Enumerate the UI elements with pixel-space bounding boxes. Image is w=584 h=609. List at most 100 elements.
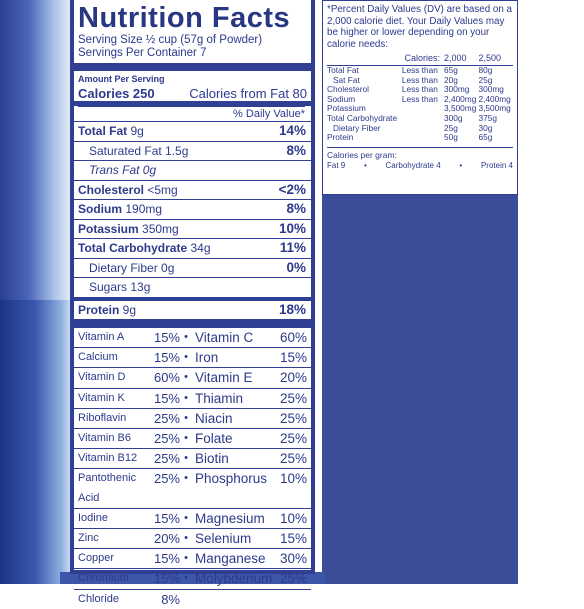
dv-table-body: Total Fat Less than 65g 80g Sat Fat Less than… <box>327 64 513 143</box>
vitamin-name: Iodine <box>78 511 108 524</box>
dv-nutrient: Cholesterol <box>327 84 369 95</box>
dv-2500-value: 25g <box>478 74 493 85</box>
calories-label: Calories 250 <box>78 86 155 101</box>
vitamin-row: Zinc 20% • Selenium 15% <box>74 528 311 548</box>
calories-per-gram-item: Protein 4 <box>480 160 513 170</box>
dv-2000-value: 25g <box>444 122 458 133</box>
dv-qualifier <box>402 133 444 143</box>
dv-qualifier: Less than <box>401 84 438 95</box>
dv-qualifier: Less than <box>401 64 445 76</box>
vitamin-separator: • <box>184 331 188 343</box>
dv-2500-value: 3,500mg <box>478 103 511 114</box>
nutrient-name: Protein 9g <box>78 302 137 317</box>
vitamin-row: Calcium 15% • Iron 15% <box>74 347 311 367</box>
dv-cal-label: Calories: <box>401 52 445 66</box>
vitamin-list: Vitamin A 15% • Vitamin C 60% Calcium 15% • Iron… <box>74 327 311 609</box>
servings-per-container: Servings Per Container 7 <box>78 47 207 59</box>
dv-2000-value: 3,500mg <box>444 103 477 114</box>
dv-2000-value: 300g <box>444 112 463 123</box>
dv-2500-value: 375g <box>478 112 497 123</box>
mineral-name: Thiamin <box>195 390 244 406</box>
serving-size: Serving Size ½ cup (57g of Powder) <box>78 34 263 46</box>
nutrient-name: Dietary Fiber 0g <box>89 260 175 275</box>
dv-nutrient: Protein <box>327 132 354 143</box>
dv-2000-value: 50g <box>444 132 458 143</box>
dv-2500-value: 300mg <box>478 84 504 95</box>
calories-per-gram: Calories per gram: <box>327 146 513 160</box>
dv-qualifier: Less than <box>401 74 438 85</box>
mineral-percent: 60% <box>279 330 307 345</box>
vitamin-row: Vitamin A 15% • Vitamin C 60% <box>74 327 311 347</box>
vitamin-percent: 15% <box>153 571 180 587</box>
vitamin-separator: • <box>184 432 188 445</box>
nutrient-row: Total Carbohydrate 34g 11% <box>74 238 311 258</box>
nutrient-list: Total Fat 9g 14% Saturated Fat 1.5g 8% Trans… <box>74 121 311 319</box>
vitamin-name: Zinc <box>78 532 99 545</box>
nutrient-name: Potassium 350mg <box>78 221 179 236</box>
vitamin-separator <box>180 590 192 609</box>
nutrient-percent: <2% <box>278 181 306 197</box>
nutrient-name: Total Fat 9g <box>78 124 144 138</box>
dv-2500-value: 80g <box>478 64 513 76</box>
mineral-name: Magnesium <box>195 510 265 526</box>
nutrient-name: Trans Fat 0g <box>89 163 157 177</box>
vitamin-row: Vitamin D 60% • Vitamin E 20% <box>74 367 311 387</box>
nutrient-row: Sodium 190mg 8% <box>74 199 311 219</box>
dv-nutrient: Dietary Fiber <box>333 122 381 133</box>
mineral-name: Niacin <box>195 410 233 426</box>
mineral-percent: 10% <box>279 471 307 487</box>
dv-nutrient: Total Fat <box>327 64 402 76</box>
mineral-name: Iron <box>195 350 219 366</box>
divider-thick-vitamins <box>74 319 311 327</box>
vitamin-row: Pantothenic Acid 25% • Phosphorus 10% <box>74 468 311 507</box>
amount-per-serving: Amount Per Serving <box>78 74 165 84</box>
nutrition-facts-title: Nutrition Facts <box>78 2 291 34</box>
vitamin-name: Vitamin A <box>78 331 125 343</box>
mineral-percent: 25% <box>279 431 307 447</box>
nutrient-percent: 14% <box>278 123 306 138</box>
mineral-name: Selenium <box>195 531 252 547</box>
dv-table-row: Sodium Less than 2,400mg 2,400mg <box>327 93 513 105</box>
dv-header-wrap: % Daily Value* <box>74 106 311 121</box>
nutrient-row: Total Fat 9g 14% <box>74 121 311 141</box>
nutrient-row: Saturated Fat 1.5g 8% <box>74 140 311 161</box>
vitamin-percent: 15% <box>153 330 180 345</box>
dv-nutrient: Sodium <box>327 93 356 104</box>
mineral-name: Biotin <box>195 451 229 467</box>
dv-2500-value: 2,400mg <box>478 93 511 104</box>
dv-qualifier <box>402 124 444 134</box>
package-edge-right <box>518 0 584 584</box>
vitamin-separator: • <box>184 511 188 524</box>
mineral-percent: 25% <box>279 390 307 406</box>
dv-nutrient: Total Carbohydrate <box>327 112 398 123</box>
vitamin-separator: • <box>184 351 188 364</box>
vitamin-name: Vitamin B6 <box>78 432 131 445</box>
mineral-percent: 15% <box>279 531 307 547</box>
vitamin-row: Vitamin B6 25% • Folate 25% <box>74 428 311 448</box>
vitamin-row: Riboflavin 25% • Niacin 25% <box>74 407 311 428</box>
mineral-name: Molybdenum <box>195 571 273 587</box>
nutrient-percent: 8% <box>286 142 306 158</box>
dv-table-row: Dietary Fiber 25g 30g <box>327 122 513 134</box>
vitamin-name: Calcium <box>78 351 118 364</box>
vitamin-percent: 15% <box>153 350 180 366</box>
mineral-percent <box>273 590 307 609</box>
dv-table-row: Total Carbohydrate 300g 375g <box>327 112 513 124</box>
mineral-percent: 10% <box>279 510 307 526</box>
dv-2500-value: 30g <box>478 122 493 133</box>
vitamin-separator: • <box>184 472 188 485</box>
mineral-name <box>192 590 273 609</box>
dv-table: Calories: 2,000 2,500 Total Fat Less than… <box>327 52 513 143</box>
dv-nutrient: Potassium <box>327 103 366 114</box>
mineral-name: Vitamin C <box>195 330 254 345</box>
dv-note: *Percent Daily Values (DV) are based on … <box>327 4 512 50</box>
dv-qualifier <box>402 104 444 114</box>
vitamin-percent: 15% <box>153 390 180 406</box>
package-bottom-band <box>60 572 325 584</box>
dv-qualifier: Less than <box>401 93 438 104</box>
vitamin-name: Chloride <box>78 592 119 605</box>
calories-per-gram-values: Fat 9 • Carbohydrate 4 • Protein 4 <box>327 160 513 171</box>
vitamin-name: Vitamin K <box>78 391 125 404</box>
nutrient-name: Cholesterol <5mg <box>78 182 178 197</box>
vitamin-percent: 25% <box>153 471 180 487</box>
